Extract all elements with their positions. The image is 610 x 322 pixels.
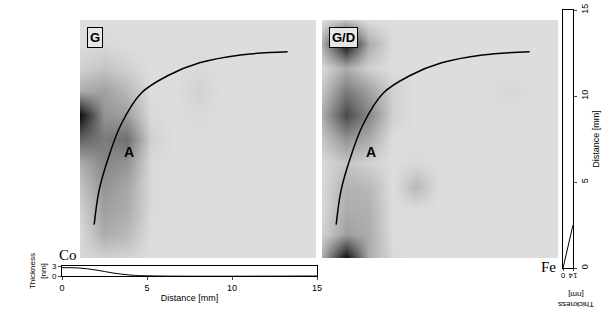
svg-text:14: 14 xyxy=(568,271,577,280)
svg-text:0: 0 xyxy=(52,272,57,281)
svg-text:G/D: G/D xyxy=(332,30,355,45)
svg-text:Thickness[nm]: Thickness[nm] xyxy=(558,290,594,309)
svg-text:Distance [mm]: Distance [mm] xyxy=(591,110,601,168)
svg-text:Co: Co xyxy=(59,247,77,263)
svg-text:A: A xyxy=(366,144,376,160)
svg-text:G: G xyxy=(90,30,100,45)
svg-text:Distance [mm]: Distance [mm] xyxy=(161,293,219,303)
svg-text:3: 3 xyxy=(52,262,57,271)
svg-text:Fe: Fe xyxy=(541,259,556,275)
svg-text:Thickness[nm]: Thickness[nm] xyxy=(28,253,47,289)
svg-text:10: 10 xyxy=(580,90,590,100)
svg-text:0: 0 xyxy=(560,271,565,280)
svg-text:5: 5 xyxy=(580,178,590,183)
svg-text:15: 15 xyxy=(312,283,322,293)
svg-text:A: A xyxy=(124,144,134,160)
svg-text:5: 5 xyxy=(144,283,149,293)
svg-text:0: 0 xyxy=(59,283,64,293)
svg-text:10: 10 xyxy=(227,283,237,293)
svg-text:15: 15 xyxy=(580,4,590,14)
svg-text:0: 0 xyxy=(580,264,590,269)
